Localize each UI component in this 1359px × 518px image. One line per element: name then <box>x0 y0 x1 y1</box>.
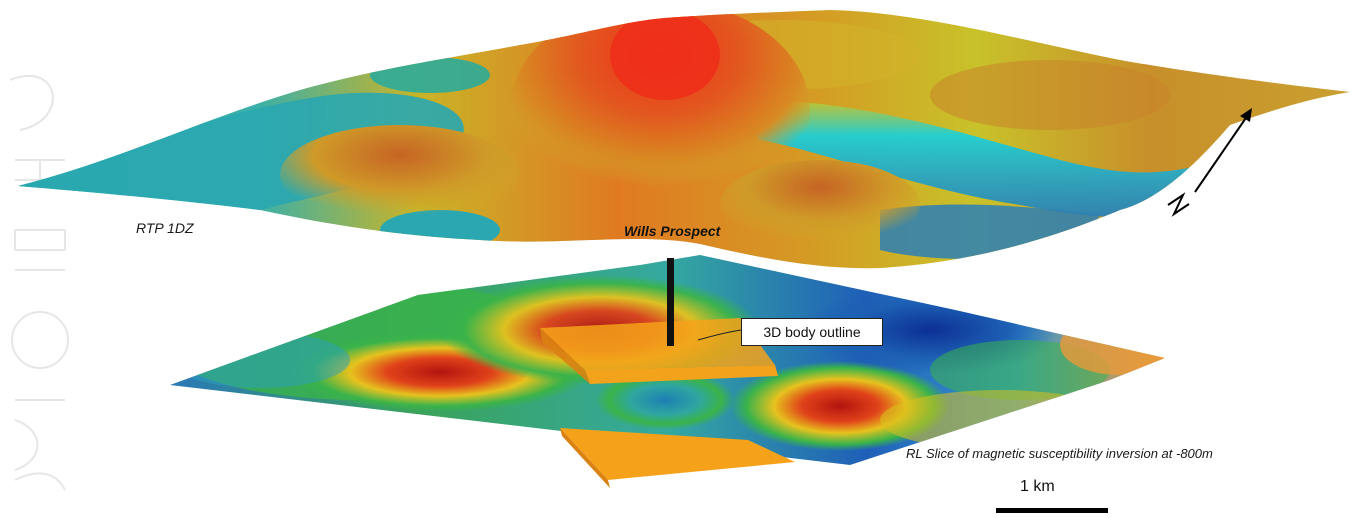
north-arrow <box>1167 108 1252 217</box>
rtp-surface <box>18 10 1350 269</box>
3d-body <box>540 318 795 488</box>
body-outline-callout: 3D body outline <box>741 318 883 346</box>
watermark <box>0 40 90 513</box>
scale-label: 1 km <box>1020 478 1055 495</box>
surface-label: RTP 1DZ <box>136 220 194 236</box>
prospect-label: Wills Prospect <box>624 223 721 239</box>
scale-bar <box>996 508 1108 513</box>
slice-label: RL Slice of magnetic susceptibility inve… <box>906 446 1213 461</box>
drill-hole <box>667 258 674 346</box>
